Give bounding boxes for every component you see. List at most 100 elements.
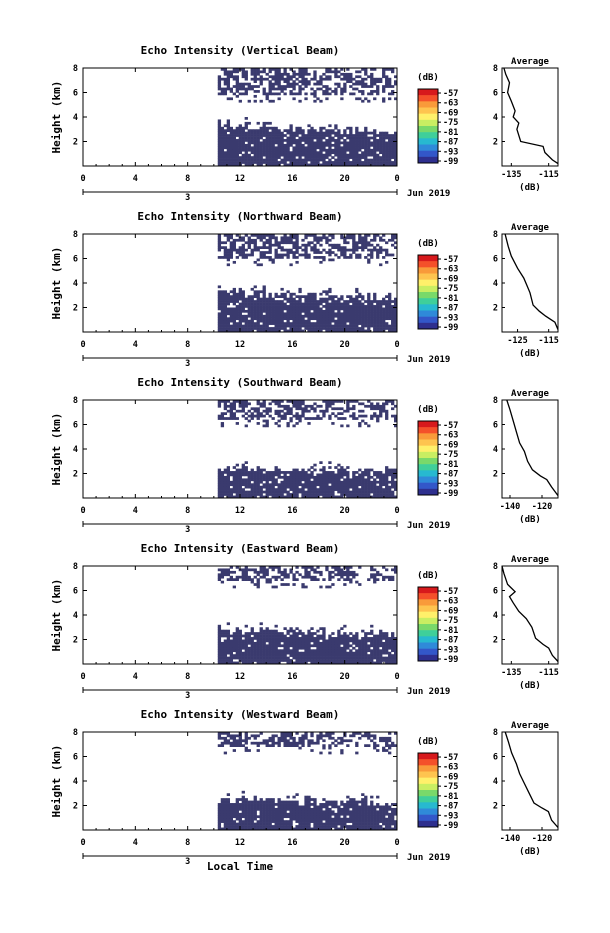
heatmap-cell <box>301 471 304 474</box>
heatmap-cell <box>275 293 278 296</box>
heatmap-cell <box>379 483 382 486</box>
heatmap-cell <box>257 466 260 469</box>
heatmap-cell <box>304 97 307 100</box>
heatmap-cell <box>328 322 331 325</box>
heatmap-cell <box>385 295 388 298</box>
heatmap-cell <box>361 93 364 96</box>
heatmap-cell <box>251 137 254 140</box>
heatmap-cell <box>254 85 257 88</box>
heatmap-cell <box>245 806 248 809</box>
heatmap-cell <box>388 85 391 88</box>
heatmap-cell <box>275 93 278 96</box>
heatmap-cell <box>221 576 224 579</box>
heatmap-cell <box>346 657 349 660</box>
heatmap-cell <box>289 93 292 96</box>
heatmap-cell <box>334 483 337 486</box>
heatmap-cell <box>373 407 376 410</box>
heatmap-cell <box>346 127 349 130</box>
heatmap-cell <box>319 312 322 315</box>
heatmap-cell <box>280 246 283 249</box>
heatmap-cell <box>245 241 248 244</box>
heatmap-cell <box>358 488 361 491</box>
heatmap-cell <box>233 491 236 494</box>
colorbar-tick-label: -99 <box>443 323 458 333</box>
heatmap-cell <box>224 320 227 323</box>
heatmap-cell <box>340 159 343 162</box>
heatmap-cell <box>233 298 236 301</box>
heatmap-cell <box>328 249 331 252</box>
heatmap-cell <box>233 308 236 311</box>
heatmap-cell <box>295 249 298 252</box>
heatmap-cell <box>313 657 316 660</box>
heatmap-cell <box>218 659 221 662</box>
heatmap-cell <box>257 815 260 818</box>
heatmap-cell <box>343 644 346 647</box>
heatmap-cell <box>224 742 227 745</box>
heatmap-cell <box>316 654 319 657</box>
heatmap-cell <box>328 288 331 291</box>
heatmap-cell <box>367 649 370 652</box>
heatmap-cell <box>370 256 373 259</box>
heatmap-cell <box>257 642 260 645</box>
x-tick-label: 0 <box>394 506 399 516</box>
heatmap-cell <box>364 78 367 81</box>
heatmap-cell <box>307 422 310 425</box>
heatmap-cell <box>233 578 236 581</box>
heatmap-cell <box>221 412 224 415</box>
heatmap-cell <box>373 471 376 474</box>
heatmap-cell <box>346 578 349 581</box>
heatmap-cell <box>239 254 242 257</box>
heatmap-cell <box>385 322 388 325</box>
heatmap-cell <box>352 488 355 491</box>
heatmap-cell <box>236 154 239 157</box>
heatmap-cell <box>245 254 248 257</box>
heatmap-cell <box>278 149 281 152</box>
heatmap-cell <box>322 259 325 262</box>
heatmap-cell <box>230 241 233 244</box>
heatmap-cell <box>260 100 263 103</box>
heatmap-cell <box>236 151 239 154</box>
heatmap-cell <box>269 637 272 640</box>
heatmap-cell <box>233 407 236 410</box>
heatmap-cell <box>367 159 370 162</box>
heatmap-cell <box>218 298 221 301</box>
heatmap-cell <box>304 78 307 81</box>
heatmap-cell <box>251 312 254 315</box>
heatmap-cell <box>233 290 236 293</box>
heatmap-cell <box>346 78 349 81</box>
heatmap-cell <box>361 327 364 330</box>
heatmap-cell <box>286 73 289 76</box>
heatmap-cell <box>307 647 310 650</box>
heatmap-cell <box>242 73 245 76</box>
heatmap-cell <box>245 654 248 657</box>
heatmap-cell <box>233 483 236 486</box>
heatmap-cell <box>310 327 313 330</box>
x-tick-label: 16 <box>287 506 297 516</box>
heatmap-cell <box>313 410 316 413</box>
heatmap-cell <box>275 647 278 650</box>
heatmap-cell <box>292 469 295 472</box>
heatmap-cell <box>307 640 310 643</box>
heatmap-cell <box>275 481 278 484</box>
heatmap-cell <box>275 137 278 140</box>
heatmap-cell <box>245 402 248 405</box>
x-tick-label: 4 <box>133 506 138 516</box>
heatmap-cell <box>337 246 340 249</box>
heatmap-cell <box>355 83 358 86</box>
heatmap-cell <box>352 571 355 574</box>
heatmap-cell <box>358 422 361 425</box>
heatmap-cell <box>391 644 394 647</box>
heatmap-cell <box>239 295 242 298</box>
heatmap-cell <box>269 649 272 652</box>
heatmap-cell <box>275 491 278 494</box>
heatmap-cell <box>218 657 221 660</box>
heatmap-cell <box>266 97 269 100</box>
heatmap-cell <box>295 476 298 479</box>
heatmap-cell <box>266 420 269 423</box>
heatmap-cell <box>316 161 319 164</box>
heatmap-cell <box>316 405 319 408</box>
heatmap-cell <box>218 322 221 325</box>
heatmap-cell <box>221 256 224 259</box>
heatmap-cell <box>358 644 361 647</box>
heatmap-cell <box>218 239 221 242</box>
